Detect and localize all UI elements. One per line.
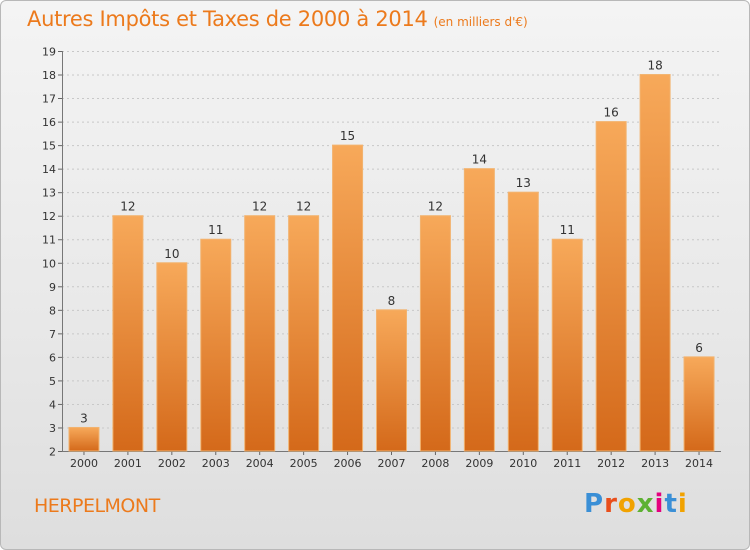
y-tick-label: 13 bbox=[42, 187, 56, 200]
commune-name: HERPELMONT bbox=[34, 495, 160, 517]
y-tick-label: 16 bbox=[42, 116, 56, 129]
data-label-2006: 15 bbox=[340, 129, 355, 143]
data-label-2008: 12 bbox=[428, 200, 443, 214]
x-tick-label-2014: 2014 bbox=[685, 457, 713, 470]
x-tick-label-2012: 2012 bbox=[597, 457, 625, 470]
y-tick-label: 4 bbox=[49, 398, 56, 411]
y-tick-label: 8 bbox=[49, 304, 56, 317]
x-tick-label-2007: 2007 bbox=[378, 457, 406, 470]
logo-letter: t bbox=[664, 489, 678, 519]
chart-title-main: Autres Impôts et Taxes de 2000 à 2014 bbox=[27, 7, 428, 31]
y-tick-label: 7 bbox=[49, 328, 56, 341]
x-tick-label-2001: 2001 bbox=[114, 457, 142, 470]
y-tick-label: 14 bbox=[42, 163, 56, 176]
bar-2009 bbox=[463, 168, 495, 452]
x-tick-label-2010: 2010 bbox=[509, 457, 537, 470]
logo-letter: x bbox=[636, 489, 655, 519]
x-tick-label-2003: 2003 bbox=[202, 457, 230, 470]
data-label-2005: 12 bbox=[296, 200, 311, 214]
data-label-2003: 11 bbox=[208, 223, 223, 237]
bar-2012 bbox=[595, 121, 627, 452]
y-tick-label: 9 bbox=[49, 281, 56, 294]
x-tick-label-2011: 2011 bbox=[553, 457, 581, 470]
y-tick-label: 10 bbox=[42, 257, 56, 270]
data-label-2001: 12 bbox=[120, 200, 135, 214]
x-tick-label-2006: 2006 bbox=[334, 457, 362, 470]
y-tick-label: 19 bbox=[42, 46, 56, 59]
x-tick-label-2008: 2008 bbox=[421, 457, 449, 470]
data-label-2000: 3 bbox=[80, 411, 88, 425]
logo-letter: P bbox=[584, 489, 605, 519]
bar-2006 bbox=[332, 144, 364, 452]
logo-letter: o bbox=[617, 489, 637, 519]
y-tick-label: 2 bbox=[49, 446, 56, 459]
y-tick-label: 15 bbox=[42, 140, 56, 153]
data-label-2007: 8 bbox=[388, 294, 396, 308]
y-tick-label: 12 bbox=[42, 210, 56, 223]
y-tick-label: 6 bbox=[49, 351, 56, 364]
logo-letter: r bbox=[604, 489, 618, 519]
bars bbox=[68, 74, 715, 452]
chart-subtitle: (en milliers d'€) bbox=[433, 15, 528, 29]
bar-2004 bbox=[244, 215, 276, 452]
logo-letter: i bbox=[654, 489, 665, 519]
data-label-2014: 6 bbox=[695, 341, 703, 355]
y-tick-label: 17 bbox=[42, 93, 56, 106]
x-tick-label-2009: 2009 bbox=[465, 457, 493, 470]
data-label-2004: 12 bbox=[252, 200, 267, 214]
bar-2008 bbox=[419, 215, 451, 452]
y-tick-label: 5 bbox=[49, 375, 56, 388]
x-tick-label-2005: 2005 bbox=[290, 457, 318, 470]
proxiti-logo: Proxiti bbox=[584, 489, 688, 519]
bar-2005 bbox=[288, 215, 320, 452]
y-tick-label: 3 bbox=[49, 422, 56, 435]
data-labels: 3 12 10 11 12 12 15 8 12 14 13 11 16 18 6 bbox=[80, 59, 703, 426]
data-label-2009: 14 bbox=[472, 153, 487, 167]
data-label-2012: 16 bbox=[604, 106, 619, 120]
data-label-2011: 11 bbox=[560, 223, 575, 237]
data-label-2010: 13 bbox=[516, 176, 531, 190]
data-label-2013: 18 bbox=[647, 59, 662, 73]
bar-2000 bbox=[68, 426, 100, 452]
y-tick-label: 18 bbox=[42, 69, 56, 82]
bar-2011 bbox=[551, 238, 583, 452]
x-tick-label-2000: 2000 bbox=[70, 457, 98, 470]
bar-2001 bbox=[112, 215, 144, 452]
bar-2007 bbox=[376, 309, 407, 452]
logo-letter: i bbox=[677, 489, 688, 519]
bar-2003 bbox=[200, 238, 232, 452]
y-tick-label: 11 bbox=[42, 234, 56, 247]
x-tick-label-2013: 2013 bbox=[641, 457, 669, 470]
axes: 2 3 4 5 6 7 8 9 10 11 12 13 14 15 16 17 18 19 2000 2001 2002… bbox=[42, 46, 721, 470]
bar-2002 bbox=[156, 262, 188, 452]
x-tick-label-2002: 2002 bbox=[158, 457, 186, 470]
x-tick-label-2004: 2004 bbox=[246, 457, 274, 470]
chart-title: Autres Impôts et Taxes de 2000 à 2014 (en… bbox=[27, 7, 528, 31]
data-label-2002: 10 bbox=[164, 247, 179, 261]
bar-2014 bbox=[683, 356, 715, 452]
bar-2010 bbox=[507, 191, 539, 452]
bar-2013 bbox=[639, 74, 671, 452]
